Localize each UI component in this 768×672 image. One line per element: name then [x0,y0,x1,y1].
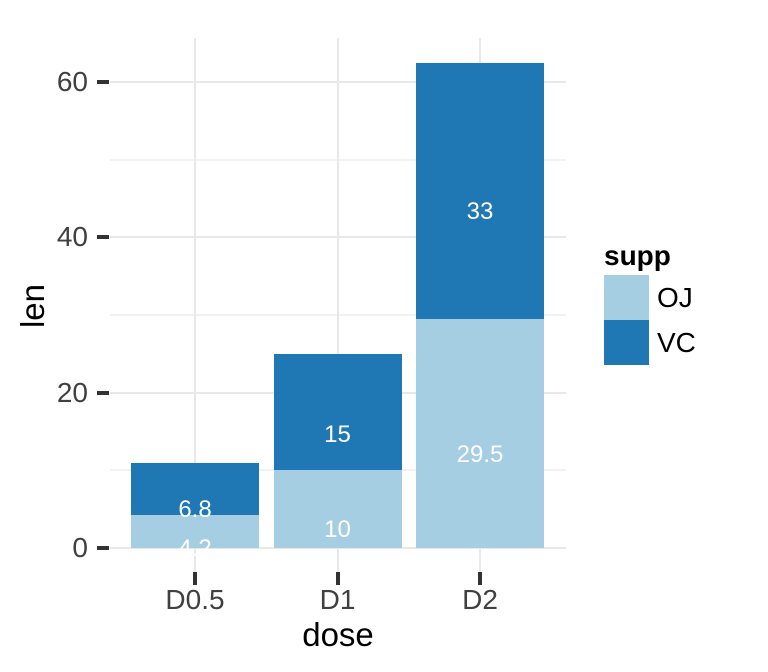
v-gridline [194,38,196,572]
bar-segment-oj-d2 [416,318,544,548]
y-tick-mark [97,80,109,85]
legend-label-vc: VC [657,326,696,358]
y-tick-label: 20 [56,376,88,408]
x-tick-mark [335,572,340,585]
bar-segment-vc-d2 [416,62,544,319]
x-tick-label: D0.5 [165,584,225,615]
v-gridline [336,38,339,572]
x-tick-label: D2 [462,584,498,615]
bar-value-label: 15 [324,421,351,449]
y-axis-title: len [14,283,51,329]
legend-label-oj: OJ [657,281,693,313]
y-tick-label: 60 [56,66,88,98]
bar-value-label: 4.2 [178,535,212,563]
bar-segment-vc-d1 [273,353,402,471]
legend: supp OJ VC [604,241,754,365]
legend-item-vc: VC [604,320,754,365]
y-tick-mark [97,390,109,395]
y-tick-label: 40 [56,221,88,253]
x-tick-mark [193,572,197,585]
bar-segment-oj-d1 [273,470,402,548]
bar-segment-oj-d0.5 [131,515,259,548]
x-axis-title: dose [302,616,374,653]
y-tick-mark [97,546,109,550]
legend-title: supp [604,240,671,271]
y-tick-mark [97,235,109,240]
legend-item-oj: OJ [604,275,754,320]
y-tick-label: 0 [72,532,88,563]
bar-value-label: 29.5 [456,440,504,468]
legend-swatch-vc [604,320,649,365]
bar-segment-vc-d0.5 [131,462,259,516]
x-tick-label: D1 [319,584,356,615]
bar-value-label: 6.8 [178,495,212,523]
x-tick-mark [478,572,482,585]
legend-swatch-oj [604,275,649,320]
bar-value-label: 10 [324,516,351,544]
bar-value-label: 33 [466,197,494,225]
